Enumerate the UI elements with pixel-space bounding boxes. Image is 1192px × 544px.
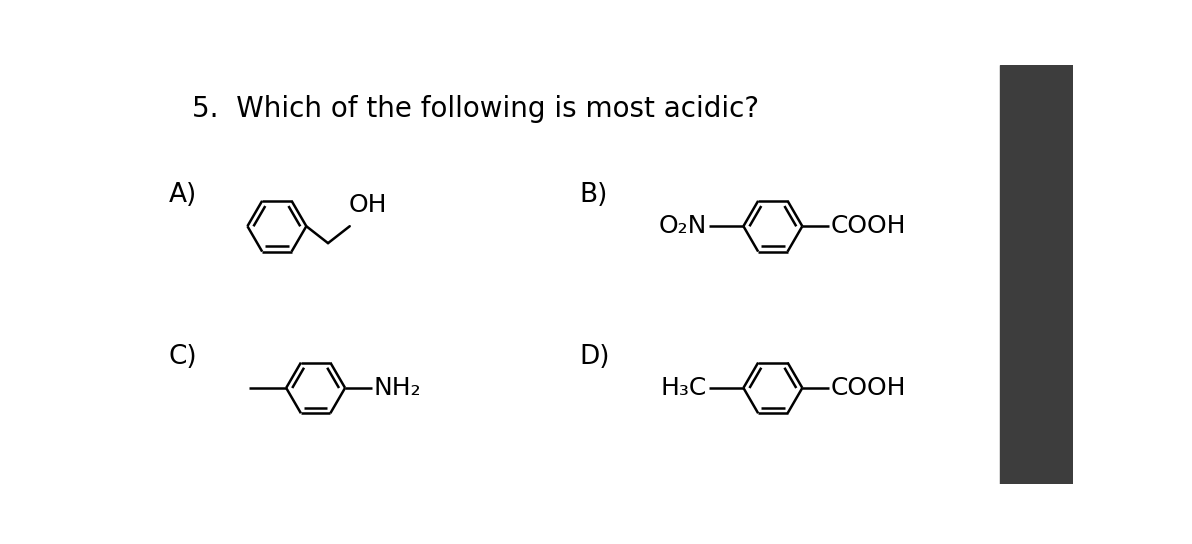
Text: C): C) <box>168 344 197 370</box>
Bar <box>1000 65 1073 484</box>
Text: O₂N: O₂N <box>659 214 707 238</box>
Text: H₃C: H₃C <box>660 376 707 400</box>
Text: 5.  Which of the following is most acidic?: 5. Which of the following is most acidic… <box>192 95 759 123</box>
Text: COOH: COOH <box>831 376 906 400</box>
Text: NH₂: NH₂ <box>374 376 422 400</box>
Text: D): D) <box>579 344 609 370</box>
Text: OH: OH <box>348 193 386 217</box>
Text: COOH: COOH <box>831 214 906 238</box>
Text: A): A) <box>168 182 197 208</box>
Text: B): B) <box>579 182 608 208</box>
